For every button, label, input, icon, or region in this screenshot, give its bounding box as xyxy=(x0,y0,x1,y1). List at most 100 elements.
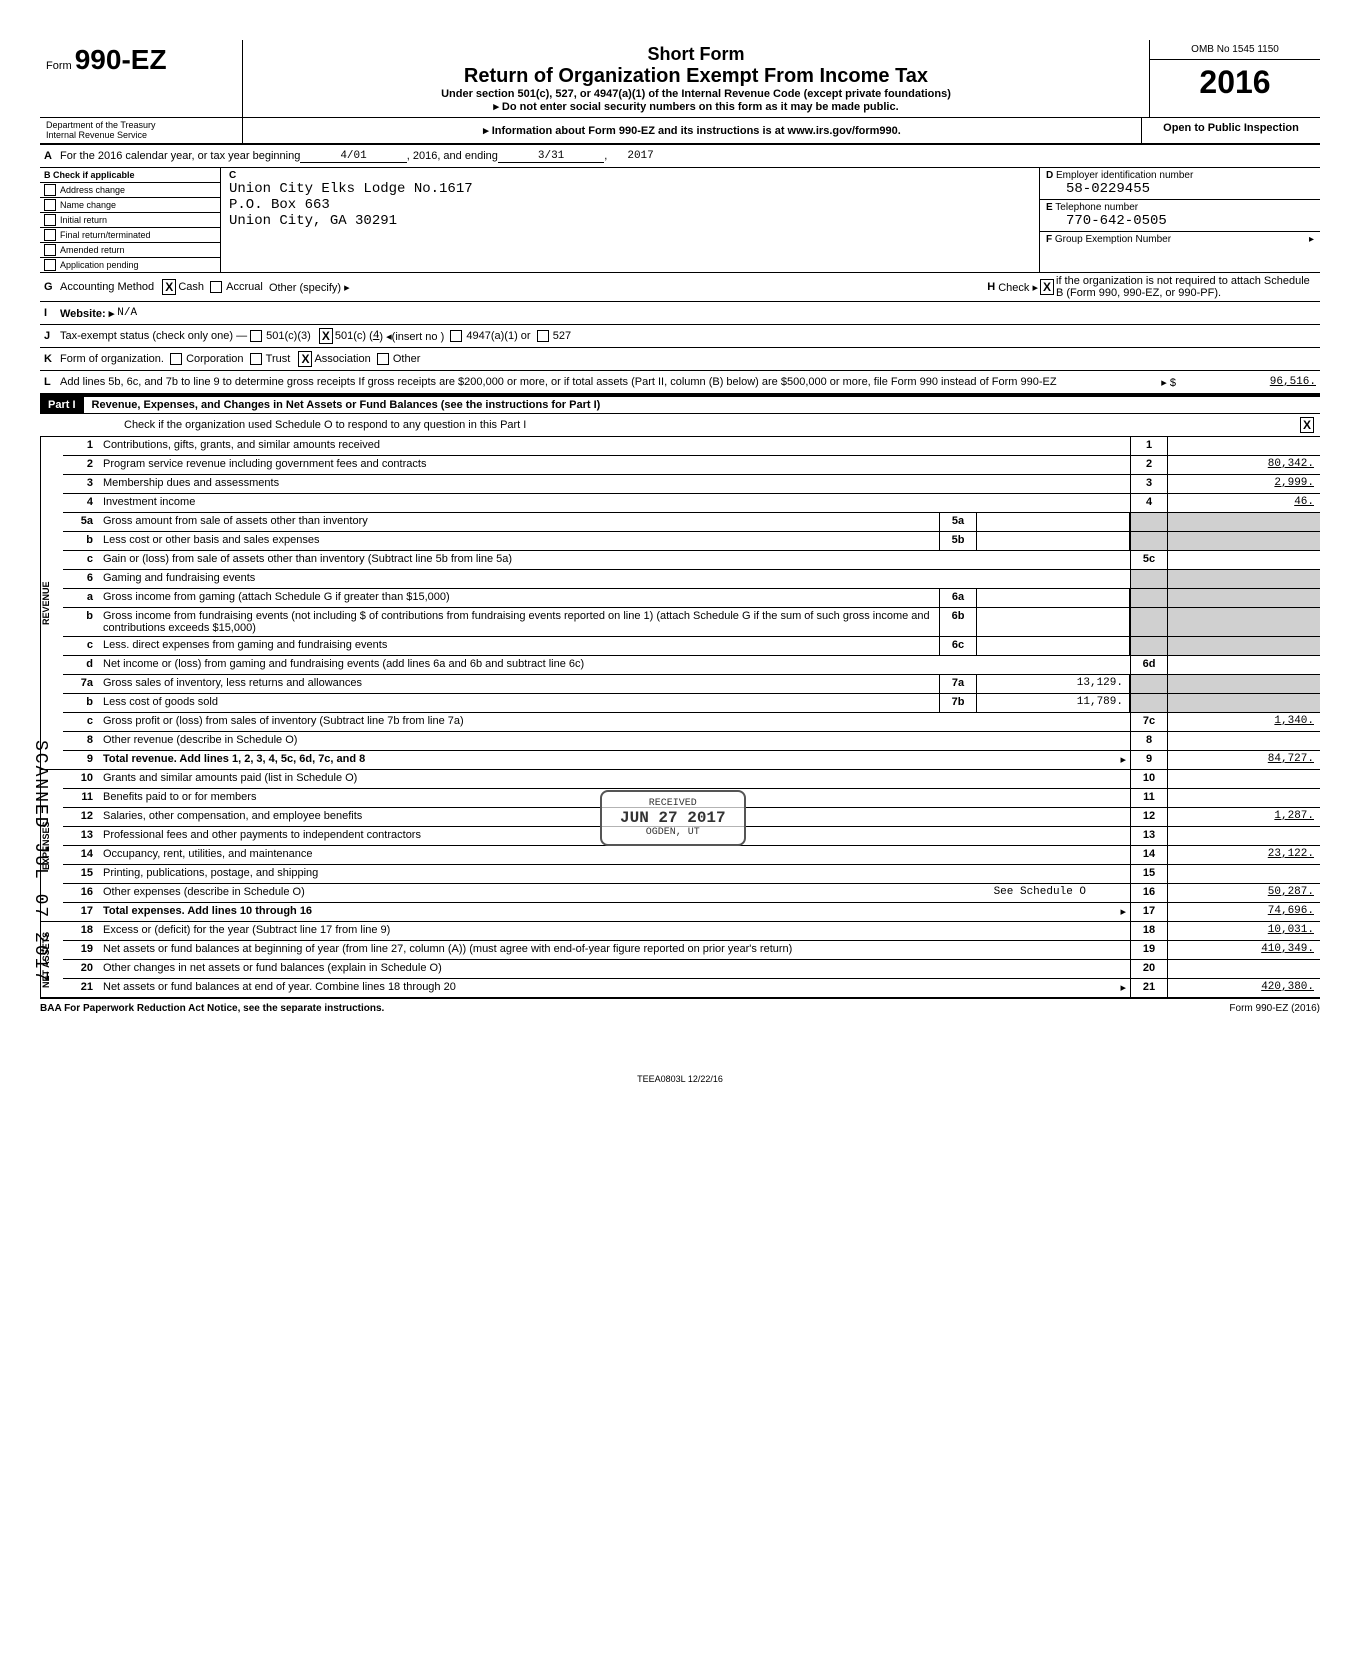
line-description: Occupancy, rent, utilities, and maintena… xyxy=(99,846,1130,864)
netassets-body: 18Excess or (deficit) for the year (Subt… xyxy=(63,922,1320,997)
501c3-checkbox[interactable] xyxy=(250,330,262,342)
label-a: A xyxy=(44,150,60,162)
right-line-number: 14 xyxy=(1130,846,1167,864)
label-e: E xyxy=(1046,202,1053,213)
right-line-value xyxy=(1167,532,1320,550)
opt-other: Other (specify) ▸ xyxy=(269,281,350,294)
line-k: K Form of organization. Corporation Trus… xyxy=(40,348,1320,371)
h-checkbox[interactable]: X xyxy=(1040,279,1054,295)
table-row: aGross income from gaming (attach Schedu… xyxy=(63,589,1320,608)
right-line-value: 74,696. xyxy=(1167,903,1320,921)
box-f: F Group Exemption Number ▸ xyxy=(1040,232,1320,247)
line-h-text: Check ▸ xyxy=(998,281,1038,294)
box-e-title: Telephone number xyxy=(1055,202,1138,213)
website-value: N/A xyxy=(117,307,137,319)
table-row: 5aGross amount from sale of assets other… xyxy=(63,513,1320,532)
box-c: C Union City Elks Lodge No.1617 P.O. Box… xyxy=(221,168,1040,272)
line-number: 2 xyxy=(63,456,99,474)
subtitle-1: Under section 501(c), 527, or 4947(a)(1)… xyxy=(247,88,1145,100)
line-description: Net assets or fund balances at end of ye… xyxy=(99,979,1130,997)
checkbox[interactable] xyxy=(44,184,56,196)
subtitle-2: ▸ Do not enter social security numbers o… xyxy=(247,100,1145,113)
cash-checkbox[interactable]: X xyxy=(162,279,176,295)
right-line-number: 6d xyxy=(1130,656,1167,674)
right-line-number: 9 xyxy=(1130,751,1167,769)
opt-527: 527 xyxy=(553,330,571,342)
4947-checkbox[interactable] xyxy=(450,330,462,342)
footer-left: BAA For Paperwork Reduction Act Notice, … xyxy=(40,1003,384,1014)
opt-corp: Corporation xyxy=(186,353,243,365)
line-number: c xyxy=(63,551,99,569)
corp-checkbox[interactable] xyxy=(170,353,182,365)
line-number: b xyxy=(63,532,99,550)
line-description: Net income or (loss) from gaming and fun… xyxy=(99,656,1130,674)
trust-checkbox[interactable] xyxy=(250,353,262,365)
checkbox[interactable] xyxy=(44,229,56,241)
table-row: 7aGross sales of inventory, less returns… xyxy=(63,675,1320,694)
right-line-number xyxy=(1130,513,1167,531)
line-description: Grants and similar amounts paid (list in… xyxy=(99,770,1130,788)
accrual-checkbox[interactable] xyxy=(210,281,222,293)
line-number: b xyxy=(63,694,99,712)
right-line-number: 21 xyxy=(1130,979,1167,997)
right-line-number: 16 xyxy=(1130,884,1167,902)
open-to-public: Open to Public Inspection xyxy=(1141,118,1320,143)
line-description: Program service revenue including govern… xyxy=(99,456,1130,474)
right-line-number: 19 xyxy=(1130,941,1167,959)
table-row: 21Net assets or fund balances at end of … xyxy=(63,979,1320,997)
line-description: Contributions, gifts, grants, and simila… xyxy=(99,437,1130,455)
part1-check-text: Check if the organization used Schedule … xyxy=(44,419,1298,431)
line-number: d xyxy=(63,656,99,674)
line-description: Gross profit or (loss) from sales of inv… xyxy=(99,713,1130,731)
line-number: 5a xyxy=(63,513,99,531)
revenue-side-label: REVENUE xyxy=(40,437,63,769)
line-number: 14 xyxy=(63,846,99,864)
mid-line-value xyxy=(977,608,1130,636)
table-row: cGain or (loss) from sale of assets othe… xyxy=(63,551,1320,570)
arrow-icon: ▸ xyxy=(1309,234,1314,245)
checkbox-line: Amended return xyxy=(40,242,220,257)
box-b-head: Check if applicable xyxy=(53,170,135,180)
line-number: 20 xyxy=(63,960,99,978)
checkbox[interactable] xyxy=(44,244,56,256)
table-row: 2Program service revenue including gover… xyxy=(63,456,1320,475)
right-line-value xyxy=(1167,694,1320,712)
line-description: Other expenses (describe in Schedule O) … xyxy=(99,884,1130,902)
opt-4947: 4947(a)(1) or xyxy=(466,330,530,342)
tax-year: 2016 xyxy=(1150,60,1320,105)
label-d: D xyxy=(1046,170,1053,181)
right-line-number xyxy=(1130,675,1167,693)
schedule-o-checkbox[interactable]: X xyxy=(1300,417,1314,433)
phone-value: 770-642-0505 xyxy=(1046,213,1314,229)
header-row: Form 990-EZ Short Form Return of Organiz… xyxy=(40,40,1320,118)
gross-receipts: 96,516. xyxy=(1176,376,1316,388)
checkbox[interactable] xyxy=(44,214,56,226)
opt-other-k: Other xyxy=(393,353,421,365)
line-description: Gross amount from sale of assets other t… xyxy=(99,513,939,531)
label-i: I xyxy=(44,307,60,319)
checkbox-label: Final return/terminated xyxy=(60,230,151,240)
other-checkbox[interactable] xyxy=(377,353,389,365)
right-line-value: 420,380. xyxy=(1167,979,1320,997)
checkbox[interactable] xyxy=(44,199,56,211)
table-row: 18Excess or (deficit) for the year (Subt… xyxy=(63,922,1320,941)
line-g-text: Accounting Method xyxy=(60,281,154,293)
label-b: B xyxy=(44,170,51,180)
right-line-value xyxy=(1167,570,1320,588)
assoc-checkbox[interactable]: X xyxy=(298,351,312,367)
checkbox[interactable] xyxy=(44,259,56,271)
mid-line-number: 6a xyxy=(939,589,977,607)
right-line-number: 3 xyxy=(1130,475,1167,493)
year-end: 3/31 xyxy=(498,150,604,163)
right-line-number: 17 xyxy=(1130,903,1167,921)
527-checkbox[interactable] xyxy=(537,330,549,342)
table-row: dNet income or (loss) from gaming and fu… xyxy=(63,656,1320,675)
line-number: 15 xyxy=(63,865,99,883)
501c-checkbox[interactable]: X xyxy=(319,328,333,344)
opt-501c3: 501(c)(3) xyxy=(266,330,311,342)
opt-accrual: Accrual xyxy=(226,281,263,293)
opt-assoc: Association xyxy=(314,353,370,365)
mid-line-value xyxy=(977,513,1130,531)
ein-value: 58-0229455 xyxy=(1046,181,1314,197)
right-line-value: 1,340. xyxy=(1167,713,1320,731)
